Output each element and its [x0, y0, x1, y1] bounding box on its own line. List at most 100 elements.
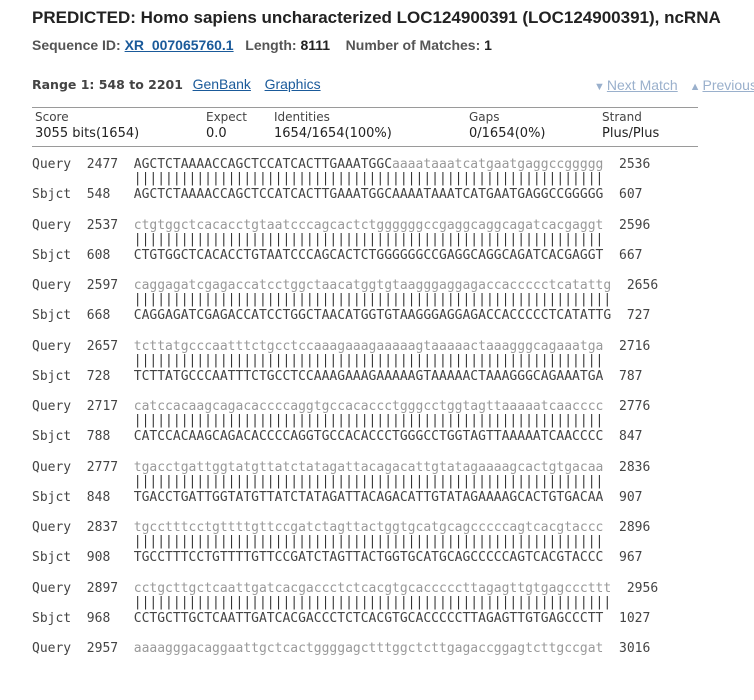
subject-end: 847	[603, 429, 643, 444]
query-end: 2536	[603, 157, 651, 172]
subject-seq: AGCTCTAAAACCAGCTCCATCACTTGAAATGGCAAAATAA…	[133, 187, 604, 202]
query-end: 2956	[611, 580, 659, 596]
match-bars: ||||||||||||||||||||||||||||||||||||||||…	[32, 231, 604, 247]
subject-row: Sbjct 848 TGACCTGATTGGTATGTTATCTATAGATTA…	[32, 490, 643, 505]
subject-end: 907	[603, 489, 643, 505]
query-row: Query 2717 catccacaagcagacaccccaggtgccac…	[32, 399, 650, 414]
query-label: Query 2897	[32, 580, 134, 596]
gaps-cell: Gaps 0/1654(0%)	[469, 108, 546, 141]
subject-row: Sbjct 908 TGCCTTTCCTGTTTTGTTCCGATCTAGTTA…	[32, 550, 643, 565]
query-row: Query 2777 tgacctgattggtatgttatctatagatt…	[32, 460, 650, 475]
subject-row: Sbjct 668 CAGGAGATCGAGACCATCCTGGCTAACATG…	[32, 308, 650, 323]
subject-row: Sbjct 788 CATCCACAAGCAGACACCCCAGGTGCCACA…	[32, 429, 643, 444]
up-triangle-icon: ▲	[689, 81, 701, 93]
match-bars: ||||||||||||||||||||||||||||||||||||||||…	[32, 473, 604, 489]
query-seq-lower: caggagatcgagaccatcctggctaacatggtgtaaggga…	[133, 278, 612, 293]
sequence-id-link[interactable]: XR_007065760.1	[124, 37, 234, 53]
subject-label: Sbjct 608	[32, 247, 134, 263]
gaps-header: Gaps	[469, 110, 500, 124]
query-label: Query 2477	[32, 157, 134, 172]
query-end: 2596	[603, 217, 651, 233]
subject-seq: TGCCTTTCCTGTTTTGTTCCGATCTAGTTACTGGTGCATG…	[133, 550, 604, 565]
strand-cell: Strand Plus/Plus	[602, 108, 659, 141]
query-row: Query 2837 tgcctttcctgttttgttccgatctagtt…	[32, 520, 650, 535]
query-end: 3016	[603, 641, 651, 656]
query-label: Query 2777	[32, 459, 134, 475]
query-label: Query 2957	[32, 641, 134, 656]
query-label: Query 2837	[32, 520, 134, 535]
subject-label: Sbjct 848	[32, 489, 134, 505]
subject-label: Sbjct 728	[32, 368, 134, 384]
subject-seq: TCTTATGCCCAATTTCTGCCTCCAAAGAAAGAAAAAGTAA…	[133, 368, 604, 384]
subject-label: Sbjct 908	[32, 550, 134, 565]
subject-row: Sbjct 548 AGCTCTAAAACCAGCTCCATCACTTGAAAT…	[32, 187, 643, 202]
query-seq-lower: tcttatgcccaatttctgcctccaaagaaagaaaaagtaa…	[133, 338, 604, 354]
match-bars: ||||||||||||||||||||||||||||||||||||||||…	[32, 413, 604, 428]
score-cell: Score 3055 bits(1654)	[35, 108, 139, 141]
match-bars: ||||||||||||||||||||||||||||||||||||||||…	[32, 352, 604, 368]
query-seq-lower: ctgtggctcacacctgtaatcccagcactctggggggccg…	[133, 217, 604, 233]
subject-row: Sbjct 608 CTGTGGCTCACACCTGTAATCCCAGCACTC…	[32, 248, 643, 263]
sequence-meta: Sequence ID: XR_007065760.1 Length: 8111…	[32, 37, 492, 53]
query-end: 2836	[603, 459, 651, 475]
down-triangle-icon: ▼	[594, 81, 605, 93]
genbank-link[interactable]: GenBank	[192, 76, 251, 92]
strand-header: Strand	[602, 110, 642, 124]
query-end: 2716	[603, 338, 651, 354]
match-bars: ||||||||||||||||||||||||||||||||||||||||…	[32, 594, 612, 610]
subject-row: Sbjct 968 CCTGCTTGCTCAATTGATCACGACCCTCTC…	[32, 611, 650, 626]
match-bars: ||||||||||||||||||||||||||||||||||||||||…	[32, 534, 604, 549]
match-bars: ||||||||||||||||||||||||||||||||||||||||…	[32, 171, 604, 186]
expect-value: 0.0	[206, 126, 227, 141]
previous-match-link[interactable]: Previous	[702, 77, 754, 93]
subject-seq: CCTGCTTGCTCAATTGATCACGACCCTCTCACGTGCACCC…	[133, 610, 604, 626]
expect-cell: Expect 0.0	[206, 108, 247, 141]
subject-end: 607	[603, 187, 643, 202]
query-label: Query 2537	[32, 217, 134, 233]
matches-value: 1	[484, 37, 492, 53]
query-row: Query 2537 ctgtggctcacacctgtaatcccagcact…	[32, 218, 650, 233]
gaps-value: 0/1654(0%)	[469, 126, 546, 141]
next-match-link[interactable]: Next Match	[606, 77, 678, 93]
query-label: Query 2597	[32, 278, 134, 293]
identities-header: Identities	[274, 110, 330, 124]
query-row: Query 2897 cctgcttgctcaattgatcacgaccctct…	[32, 581, 658, 596]
subject-row: Sbjct 728 TCTTATGCCCAATTTCTGCCTCCAAAGAAA…	[32, 369, 643, 384]
query-seq-lower: tgacctgattggtatgttatctatagattacagacattgt…	[133, 459, 604, 475]
sequence-id-label: Sequence ID:	[32, 37, 121, 53]
subject-seq: CAGGAGATCGAGACCATCCTGGCTAACATGGTGTAAGGGA…	[133, 308, 612, 323]
match-navigation: ▼ Next Match ▲ Previous	[594, 77, 754, 93]
subject-end: 727	[611, 308, 651, 323]
query-label: Query 2657	[32, 338, 134, 354]
subject-label: Sbjct 788	[32, 429, 134, 444]
score-value: 3055 bits(1654)	[35, 126, 140, 141]
length-value: 8111	[300, 37, 331, 53]
query-row: Query 2597 caggagatcgagaccatcctggctaacat…	[32, 278, 658, 293]
subject-seq: CTGTGGCTCACACCTGTAATCCCAGCACTCTGGGGGGCCG…	[133, 247, 604, 263]
query-seq-lower: aaaataaatcatgaatgaggccggggg	[392, 157, 604, 172]
range-label: Range 1: 548 to 2201	[32, 77, 183, 92]
identities-value: 1654/1654(100%)	[274, 126, 392, 141]
identities-cell: Identities 1654/1654(100%)	[274, 108, 392, 141]
query-seq-lower: aaaagggacaggaattgctcactggggagctttggctctt…	[133, 641, 604, 656]
strand-value: Plus/Plus	[602, 126, 660, 141]
subject-end: 967	[603, 550, 643, 565]
query-row: Query 2477 AGCTCTAAAACCAGCTCCATCACTTGAAA…	[32, 157, 650, 172]
subject-label: Sbjct 548	[32, 187, 134, 202]
graphics-link[interactable]: Graphics	[264, 76, 321, 92]
page-title: PREDICTED: Homo sapiens uncharacterized …	[32, 8, 721, 27]
subject-end: 667	[603, 247, 643, 263]
score-header: Score	[35, 110, 69, 124]
query-row: Query 2957 aaaagggacaggaattgctcactggggag…	[32, 641, 650, 656]
subject-label: Sbjct 968	[32, 610, 134, 626]
query-end: 2776	[603, 399, 651, 414]
subject-seq: CATCCACAAGCAGACACCCCAGGTGCCACACCCTGGGCCT…	[133, 429, 604, 444]
query-seq-lower: tgcctttcctgttttgttccgatctagttactggtgcatg…	[133, 520, 604, 535]
range-header: Range 1: 548 to 2201 GenBank Graphics	[32, 76, 331, 92]
query-end: 2896	[603, 520, 651, 535]
subject-seq: TGACCTGATTGGTATGTTATCTATAGATTACAGACATTGT…	[133, 489, 604, 505]
subject-end: 1027	[603, 610, 651, 626]
subject-end: 787	[603, 368, 643, 384]
length-label: Length:	[245, 37, 297, 53]
expect-header: Expect	[206, 110, 247, 124]
